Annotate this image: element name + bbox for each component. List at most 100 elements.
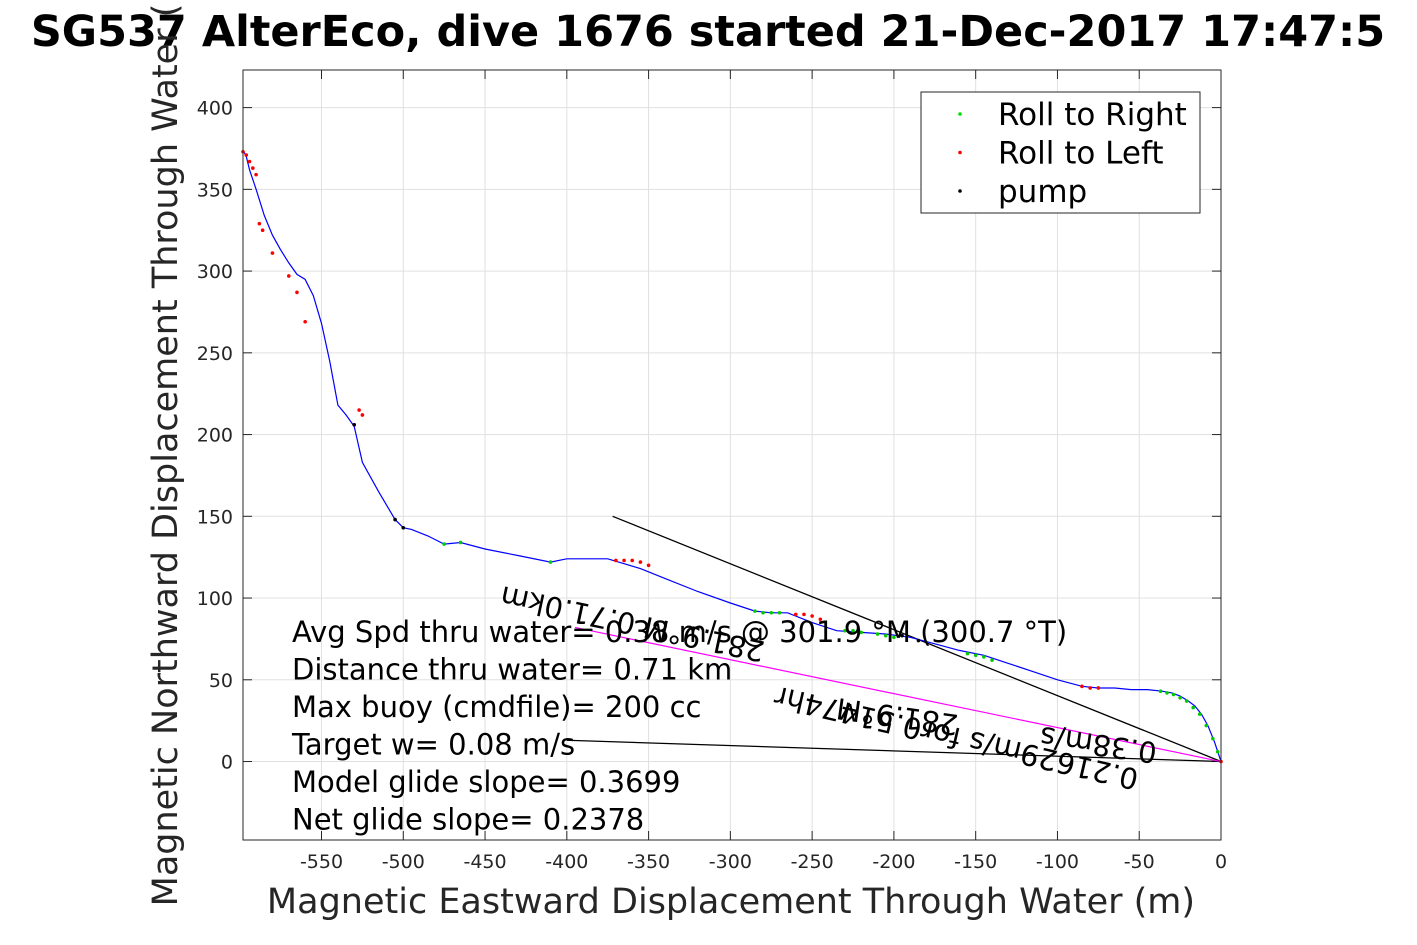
- roll-left-point: [286, 274, 291, 278]
- roll-right-point: [851, 628, 855, 633]
- roll-right-point: [442, 542, 446, 546]
- roll-right-point: [1171, 692, 1176, 697]
- y-tick-label: 350: [197, 179, 233, 201]
- y-tick-label: 200: [197, 425, 233, 447]
- roll-left-point: [357, 408, 361, 412]
- roll-right-point: [769, 610, 774, 615]
- roll-left-point: [818, 617, 823, 622]
- roll-right-point: [883, 633, 888, 638]
- roll-right-point: [990, 658, 994, 662]
- roll-right-point: [1191, 705, 1195, 710]
- roll-left-point: [257, 221, 262, 226]
- x-tick-label: -400: [545, 851, 588, 873]
- roll-right-point: [761, 610, 765, 615]
- y-axis-label: Magnetic Northward Displacement Through …: [146, 4, 186, 907]
- pump-point: [916, 638, 921, 643]
- legend-box: [920, 91, 1201, 214]
- roll-right-point: [843, 628, 847, 633]
- x-tick-label: -50: [1124, 851, 1155, 873]
- roll-left-point: [614, 558, 618, 563]
- roll-left-point: [303, 319, 307, 324]
- y-tick-label: 400: [197, 98, 233, 120]
- roll-left-point: [260, 228, 265, 233]
- roll-left-point: [1088, 686, 1092, 690]
- roll-left-point: [1080, 684, 1084, 689]
- annotations: Avg Spd thru water= 0.38 m/s @ 301.9 °M …: [291, 615, 1067, 837]
- x-tick-label: -200: [872, 851, 915, 873]
- roll-right-point: [1211, 736, 1215, 741]
- roll-right-point: [859, 630, 864, 635]
- chart-title: SG537 AlterEco, dive 1676 started 21-Dec…: [31, 7, 1385, 57]
- x-tick-label: 0: [1215, 851, 1227, 873]
- roll-left-point: [646, 563, 651, 568]
- roll-left-point: [295, 290, 299, 295]
- annotation-line: Model glide slope= 0.3699: [292, 765, 680, 799]
- roll-left-point: [254, 172, 258, 177]
- x-tick-label: -500: [382, 851, 425, 873]
- ticks: -550 -500 -450 -400 -350 -300 -250 -200 -150 -100…: [197, 70, 1227, 873]
- y-tick-label: 100: [197, 588, 233, 610]
- roll-right-point: [458, 540, 463, 545]
- legend-label: Roll to Left: [998, 136, 1164, 172]
- y-tick-label: 300: [197, 261, 233, 283]
- roll-left-point: [802, 612, 806, 617]
- annotation-line: Distance thru water= 0.71 km: [292, 653, 732, 687]
- x-tick-label: -150: [954, 851, 997, 873]
- roll-left-point: [244, 153, 249, 157]
- roll-right-point: [1197, 712, 1202, 716]
- plot-frame: [242, 69, 1222, 841]
- legend-marker: [958, 189, 962, 193]
- roll-left-point: [793, 612, 798, 617]
- y-tick-label: 0: [221, 752, 233, 774]
- x-tick-label: -250: [791, 851, 834, 873]
- roll-right-point: [1158, 689, 1163, 694]
- roll-right-point: [753, 609, 757, 613]
- roll-left-point: [251, 166, 255, 170]
- roll-right-point: [982, 655, 986, 659]
- annotation-line: Net glide slope= 0.2378: [292, 803, 644, 837]
- roll-right-point: [1215, 749, 1220, 754]
- x-tick-label: -450: [463, 851, 506, 873]
- series: [241, 149, 1223, 764]
- x-tick-label: -100: [1036, 851, 1079, 873]
- pump-point: [393, 517, 397, 522]
- roll-left-point: [638, 560, 643, 564]
- displacement-vector: [574, 626, 1222, 763]
- roll-right-point: [548, 560, 553, 564]
- roll-right-point: [892, 635, 896, 640]
- roll-left-point: [360, 413, 365, 417]
- legend-marker: [958, 150, 962, 155]
- y-tick-label: 150: [197, 506, 233, 528]
- roll-right-point: [973, 653, 978, 658]
- y-tick-label: 50: [209, 670, 233, 692]
- pump-point: [401, 525, 406, 530]
- legend-label: pump: [998, 174, 1087, 210]
- pump-point: [352, 422, 357, 427]
- roll-right-point: [1184, 699, 1189, 703]
- annotation-line: Max buoy (cmdfile)= 200 cc: [292, 690, 701, 724]
- roll-right-point: [777, 610, 782, 615]
- roll-left-point: [810, 614, 814, 618]
- roll-right-point: [1204, 723, 1209, 728]
- roll-right-point: [1165, 691, 1169, 695]
- x-tick-label: -300: [709, 851, 752, 873]
- track-line: [242, 149, 1222, 762]
- y-tick-label: 250: [197, 343, 233, 365]
- x-axis-label: Magnetic Eastward Displacement Through W…: [267, 882, 1195, 922]
- displacement-vector: [566, 739, 1222, 763]
- x-tick-label: -550: [300, 851, 343, 873]
- roll-left-point: [622, 558, 626, 563]
- roll-left-point: [247, 159, 252, 164]
- pump-point: [900, 633, 904, 638]
- roll-right-point: [875, 632, 880, 636]
- legend-label: Roll to Right: [998, 97, 1187, 133]
- annotation-line: Target w= 0.08 m/s: [291, 728, 575, 762]
- roll-left-point: [630, 558, 635, 563]
- roll-right-point: [965, 651, 970, 656]
- roll-right-point: [1178, 695, 1182, 700]
- roll-left-point: [1096, 686, 1101, 690]
- x-tick-label: -350: [627, 851, 670, 873]
- roll-left-point: [270, 251, 275, 255]
